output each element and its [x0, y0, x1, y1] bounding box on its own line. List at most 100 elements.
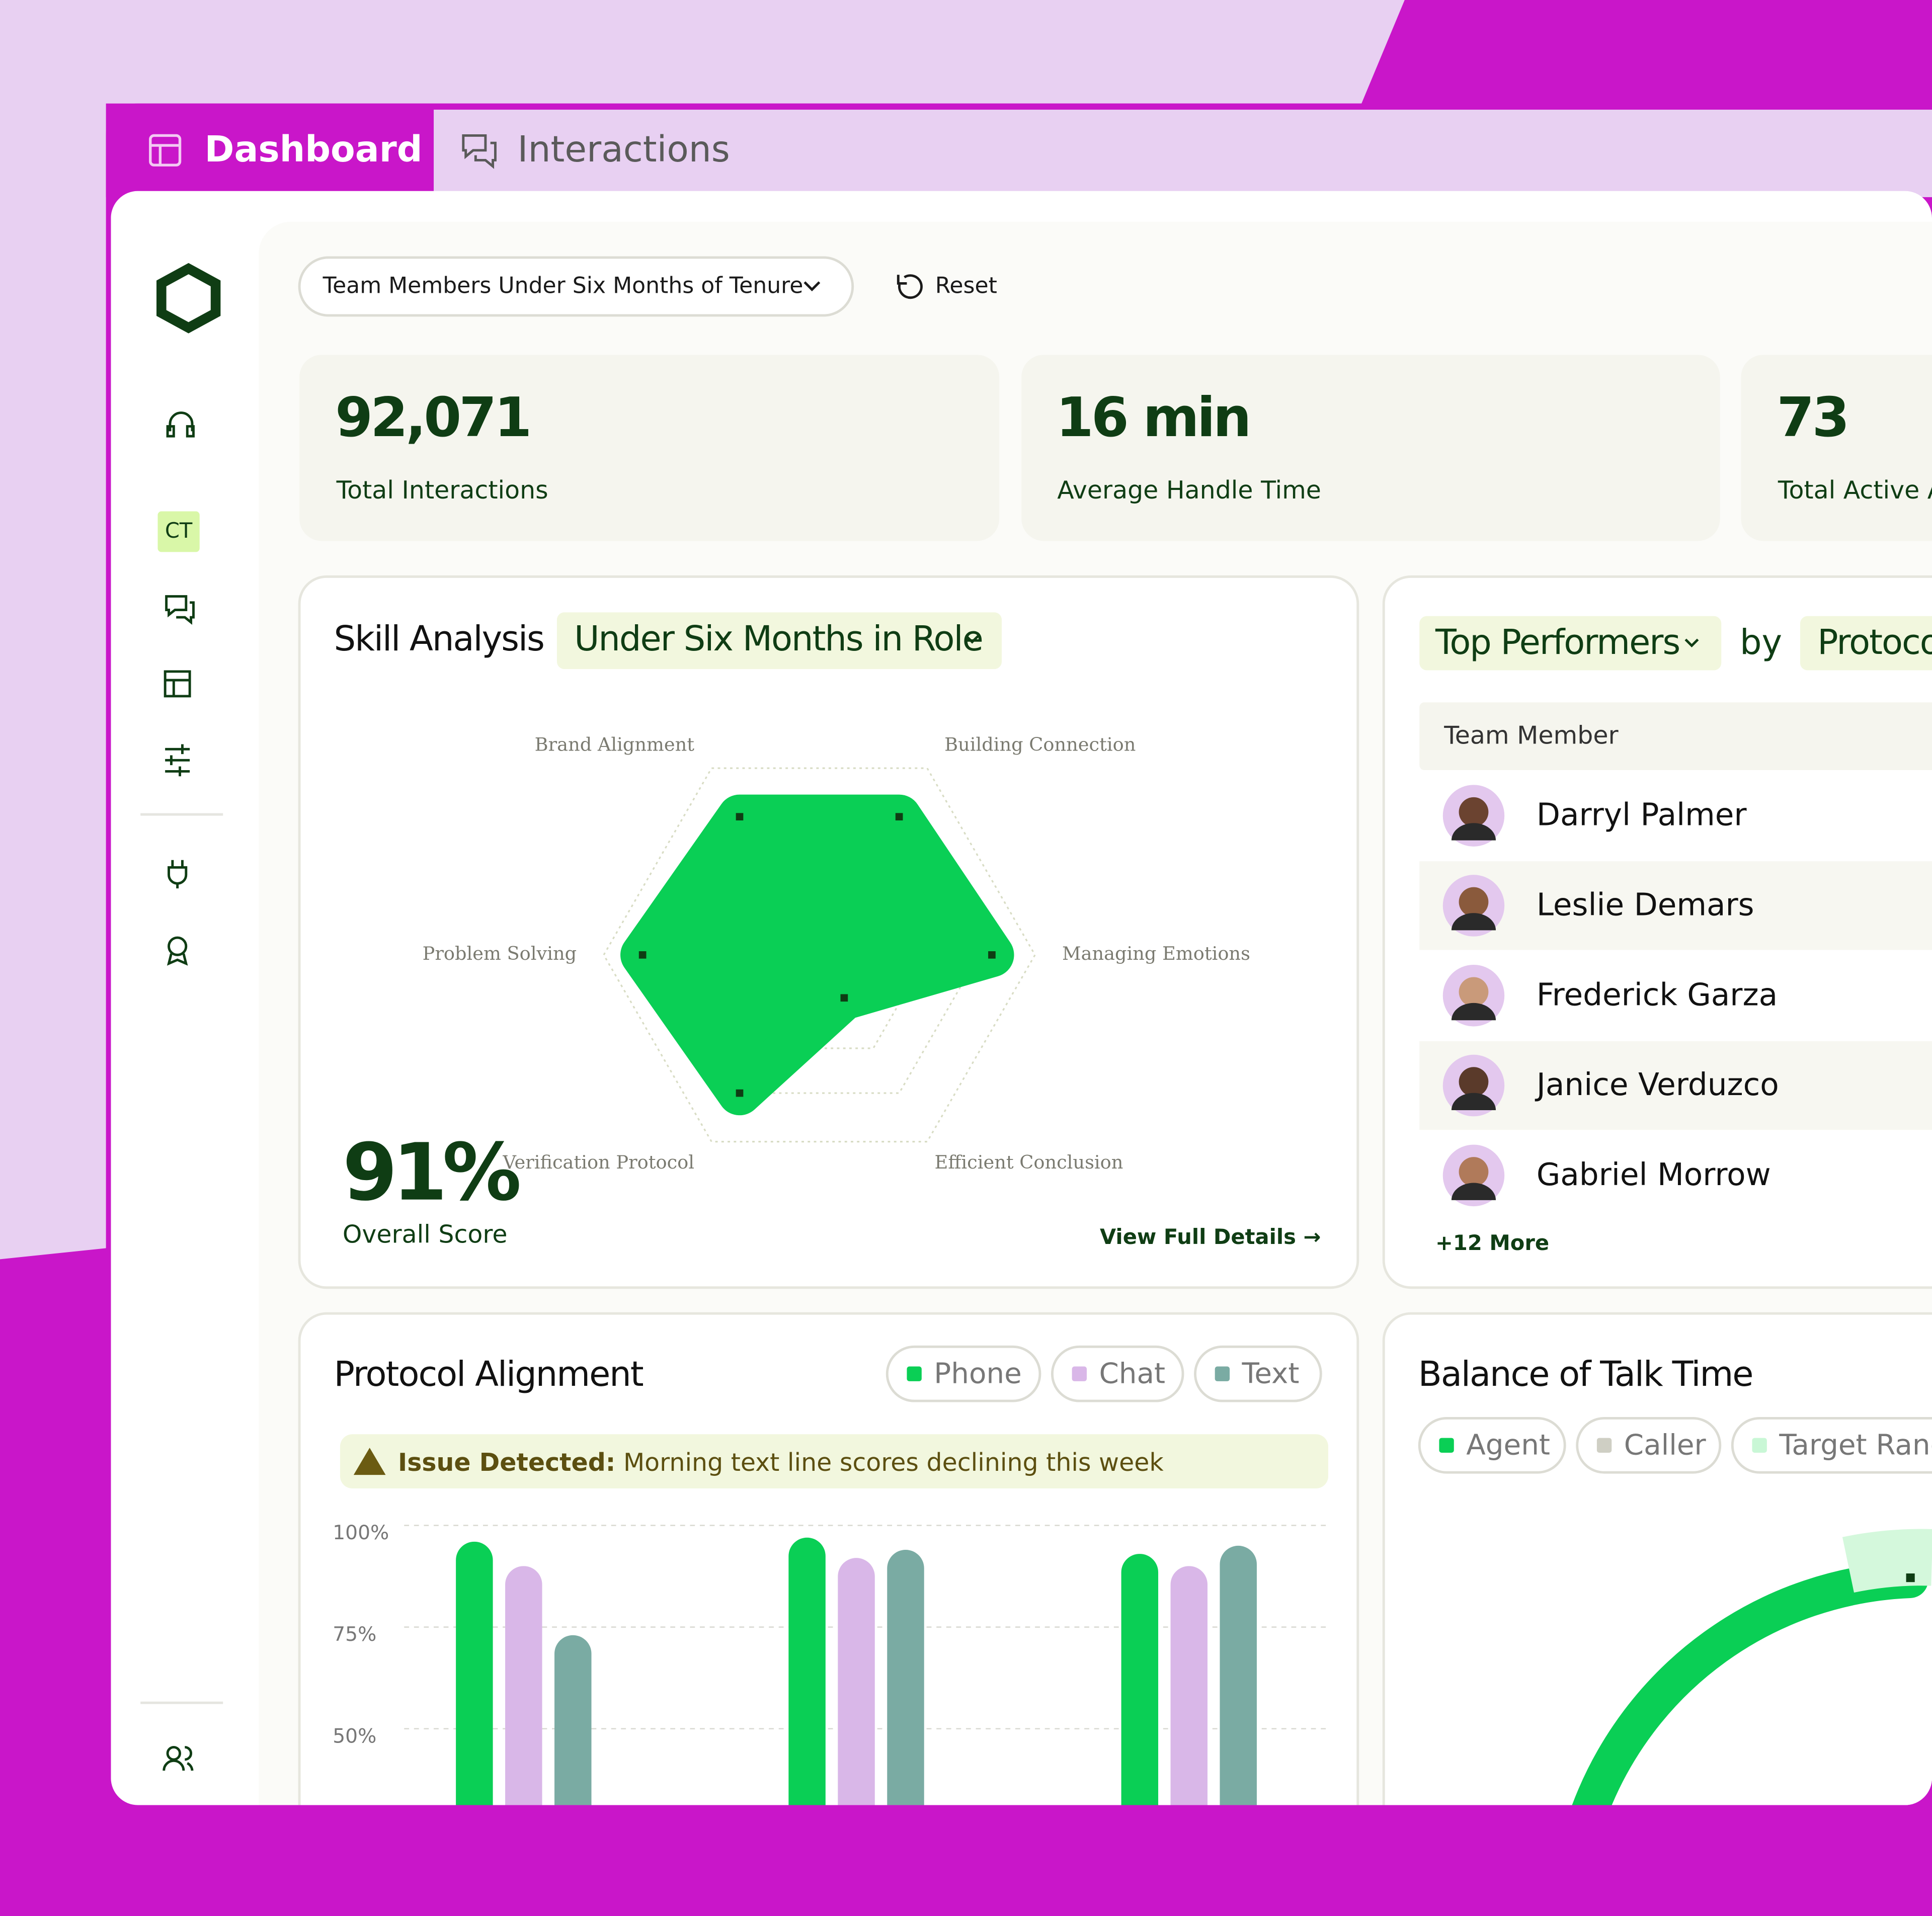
overall-score: 91% — [343, 1127, 520, 1218]
nav-icon[interactable] — [167, 936, 188, 966]
filter-box — [298, 256, 854, 317]
legend-pill[interactable] — [1051, 1345, 1184, 1402]
legend-swatch — [907, 1366, 922, 1381]
bar — [887, 1550, 924, 1805]
nav-icon[interactable] — [163, 1745, 194, 1771]
filter-dropdown[interactable]: Team Members Under Six Months of Tenure — [298, 256, 854, 317]
legend-pill[interactable] — [1418, 1417, 1566, 1474]
radar-point — [988, 951, 996, 959]
dropdown-box[interactable] — [1800, 616, 1932, 671]
radar-label: Brand Alignment — [535, 734, 695, 756]
row-bg — [1419, 1041, 1932, 1130]
tab-icon — [149, 134, 182, 166]
filter-label: Team Members Under Six Months of Tenure — [323, 273, 803, 299]
nav-icon[interactable] — [166, 411, 195, 438]
tab-bar — [434, 110, 1932, 197]
nav-icon[interactable] — [165, 744, 190, 777]
legend-pill[interactable] — [1731, 1417, 1932, 1474]
card-title: Protocol Alignment — [334, 1354, 643, 1394]
radar-point — [895, 813, 903, 821]
radar-point — [736, 813, 744, 821]
details-link[interactable]: View Full Details → — [1100, 1224, 1321, 1249]
nav-icon[interactable] — [168, 860, 188, 889]
card-title: Skill Analysis — [334, 619, 544, 659]
dropdown-box — [1419, 616, 1722, 671]
legend-label: Phone — [934, 1357, 1021, 1390]
legend-label: Target Rang — [1779, 1429, 1932, 1461]
alert-title: Issue Detected: — [398, 1448, 615, 1477]
bar — [838, 1558, 875, 1805]
nav-icon[interactable] — [165, 595, 195, 625]
bar — [456, 1541, 493, 1805]
tab-dashboard[interactable]: Dashboard — [149, 128, 423, 170]
tab-label: Dashboard — [205, 128, 423, 170]
nav-icon[interactable] — [164, 670, 191, 698]
more-link[interactable]: +12 More — [1435, 1230, 1549, 1255]
radar-label: Verification Protocol — [502, 1151, 694, 1173]
kpi-card — [1741, 355, 1932, 541]
y-tick-label: 75% — [333, 1623, 376, 1646]
gauge-target — [1842, 1529, 1932, 1593]
legend-swatch — [1215, 1366, 1230, 1381]
member-name: Frederick Garza — [1537, 977, 1778, 1013]
alert-text: Issue Detected: Morning text line scores… — [398, 1448, 1164, 1477]
avatar-face — [1459, 797, 1489, 827]
radar-label: Managing Emotions — [1062, 943, 1250, 964]
nav-badge[interactable] — [157, 511, 200, 552]
radar-ring — [603, 767, 1036, 1143]
dropdown-box — [556, 612, 1002, 670]
radar-label: Efficient Conclusion — [935, 1151, 1123, 1173]
avatar-body — [1451, 823, 1496, 841]
by-label: by — [1740, 622, 1782, 662]
kpi-label: Average Handle Time — [1057, 476, 1321, 505]
legend-pill[interactable] — [1576, 1417, 1722, 1474]
logo — [156, 263, 221, 334]
gauge-arc — [1571, 1561, 1928, 1805]
bar — [788, 1537, 826, 1805]
member-name: Janice Verduzco — [1535, 1067, 1779, 1103]
avatar-face — [1459, 887, 1489, 917]
row-bg — [1419, 861, 1932, 950]
legend-swatch — [1596, 1438, 1612, 1453]
avatar-body — [1451, 913, 1496, 931]
kpi-card — [1021, 355, 1720, 541]
bar — [1121, 1554, 1159, 1805]
radar-point — [638, 951, 647, 959]
legend-label: Chat — [1099, 1357, 1165, 1390]
alert-message: Morning text line scores declining this … — [623, 1448, 1164, 1477]
y-tick-label: 50% — [333, 1725, 376, 1747]
bar — [1170, 1566, 1208, 1805]
kpi-label: Total Interactions — [336, 476, 548, 505]
performers-dropdown[interactable]: Top Performers — [1419, 616, 1722, 671]
legend-label: Text — [1242, 1357, 1300, 1390]
kpi-value: 73 — [1777, 386, 1847, 449]
radar-label: Building Connection — [944, 734, 1136, 756]
radar-point — [840, 994, 848, 1002]
avatar-face — [1459, 1067, 1489, 1097]
kpi-value: 16 min — [1056, 386, 1249, 449]
bar — [554, 1635, 592, 1805]
avatar-body — [1451, 1093, 1496, 1111]
radar-label: Problem Solving — [423, 943, 577, 964]
kpi-label: Total Active A — [1778, 476, 1932, 505]
gauge-point — [1906, 1573, 1915, 1582]
bar — [505, 1566, 542, 1805]
nav-badge-text: CT — [165, 518, 193, 543]
score-label: Overall Score — [343, 1220, 508, 1248]
avatar-face — [1459, 1157, 1489, 1187]
tab-interactions[interactable]: Interactions — [462, 128, 730, 170]
legend-pill[interactable] — [886, 1345, 1041, 1402]
chevron — [965, 635, 980, 644]
reset-button[interactable]: Reset — [897, 273, 997, 299]
avatar-body — [1451, 1183, 1496, 1200]
alert — [340, 1434, 1328, 1489]
legend-pill[interactable] — [1194, 1345, 1322, 1402]
bar — [1220, 1545, 1257, 1805]
avatar-body — [1451, 1003, 1496, 1021]
avatar-face — [1459, 977, 1489, 1007]
reset-label: Reset — [935, 273, 997, 299]
member-name: Gabriel Morrow — [1537, 1157, 1771, 1193]
legend-swatch — [1439, 1438, 1454, 1453]
role-dropdown[interactable]: Under Six Months in Role — [556, 612, 1002, 670]
